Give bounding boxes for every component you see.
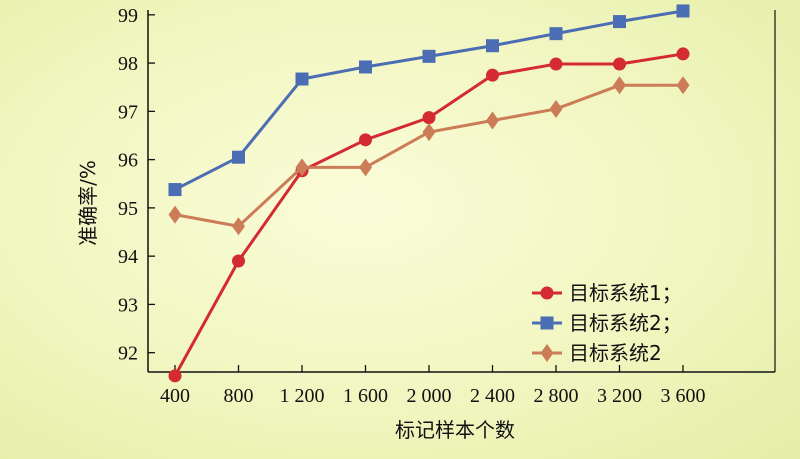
data-point [486,111,499,130]
data-point [232,217,245,236]
data-point [676,76,690,95]
data-point [613,57,626,71]
legend-item-2: 目标系统2； [532,311,682,335]
x-tick-label: 1 200 [280,385,325,407]
x-tick-label: 1 600 [343,385,388,407]
series-line [174,83,683,228]
legend-label: 目标系统2； [569,311,682,335]
data-point [359,60,372,74]
series-layer [168,4,690,383]
y-tick-label: 95 [118,198,138,220]
data-point [232,150,245,164]
x-tick-label: 3 200 [597,385,642,407]
data-point [422,49,436,63]
x-tick-label: 2 400 [470,385,515,407]
series-2 [168,4,690,197]
data-point [613,76,626,95]
data-point [232,254,245,268]
y-tick-label: 97 [118,101,138,123]
data-point [422,123,436,142]
data-point [359,158,372,177]
x-tick-label: 400 [160,385,190,407]
data-point [486,68,499,82]
y-tick-label: 99 [118,5,138,27]
data-point [359,133,372,147]
y-tick-label: 92 [118,343,138,365]
x-tick-labels: 400 800 1 200 1 600 2 000 2 400 2 800 3 200 3 60… [160,365,706,407]
x-tick-label: 2 000 [407,385,452,407]
data-point [295,158,309,177]
data-point [168,369,182,383]
data-point [676,47,690,61]
y-axis-title: 准确率/% [76,160,100,246]
legend-marker [540,316,554,330]
y-tick-label: 93 [118,294,138,316]
series-1 [168,47,690,383]
data-point [168,183,182,197]
legend-item-1: 目标系统1； [532,281,682,305]
y-tick-label: 94 [118,246,138,268]
data-point [549,99,563,118]
legend-marker [540,344,554,362]
x-tick-label: 2 800 [534,385,579,407]
data-point [422,111,436,125]
legend-item-3: 目标系统2 [532,341,662,365]
data-point [676,4,690,18]
data-point [295,72,309,86]
axes [147,10,776,373]
y-tick-label: 96 [118,150,138,172]
legend-marker [540,286,554,300]
series-line [174,9,684,191]
data-point [549,27,563,41]
y-tick-labels: 92 93 94 95 96 97 98 99 [118,5,155,365]
data-point [486,39,499,53]
series-3 [168,76,690,236]
x-axis-title: 标记样本个数 [395,418,515,442]
x-tick-label: 800 [224,385,254,407]
data-point [168,205,182,224]
legend-label: 目标系统1； [569,281,682,305]
data-point [613,15,626,29]
x-tick-label: 3 600 [661,385,706,407]
legend: 目标系统1； 目标系统2； 目标系统2 [532,281,682,365]
legend-label: 目标系统2 [569,341,662,365]
y-tick-label: 98 [118,53,138,75]
data-point [549,57,563,71]
